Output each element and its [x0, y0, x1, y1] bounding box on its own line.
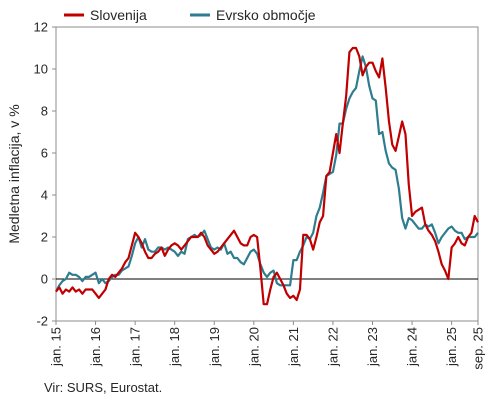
y-tick-label: 12 [34, 20, 48, 35]
legend: Slovenija Evrsko območje [64, 7, 316, 23]
y-tick-label: 10 [34, 62, 48, 77]
y-tick-label: 4 [41, 188, 48, 203]
y-tick-label: 2 [41, 230, 48, 245]
series [55, 46, 479, 306]
x-tick-label: jan. 21 [286, 327, 301, 367]
x-tick-label: jan. 24 [405, 327, 420, 367]
x-tick-label: jan. 22 [325, 327, 340, 367]
series-line-slovenija [55, 46, 479, 306]
x-tick-label: jan. 25 [444, 327, 459, 367]
x-tick-label: jan. 15 [49, 327, 64, 367]
legend-label-evrsko-obmocje: Evrsko območje [216, 7, 316, 23]
source-note: Vir: SURS, Eurostat. [44, 380, 163, 395]
plot-area [55, 26, 479, 322]
x-tick-label: jan. 19 [207, 327, 222, 367]
x-tick-label: sep. 25 [471, 327, 486, 370]
y-tick-label: 0 [41, 272, 48, 287]
y-tick-label: 8 [41, 104, 48, 119]
x-axis: jan. 15 jan. 16 jan. 17 jan. 18 jan. 19 jan. … [49, 321, 486, 370]
x-tick-label: jan. 17 [128, 327, 143, 367]
y-tick-label: 6 [41, 146, 48, 161]
y-tick-label: -2 [36, 314, 48, 329]
legend-label-slovenija: Slovenija [90, 7, 147, 23]
x-tick-label: jan. 20 [246, 327, 261, 367]
y-axis-title: Medletna inflacija, v % [6, 104, 22, 243]
x-tick-label: jan. 18 [167, 327, 182, 367]
x-tick-label: jan. 16 [88, 327, 103, 367]
series-line-evrsko-obmocje [55, 55, 479, 293]
x-tick-label: jan. 23 [365, 327, 380, 367]
y-axis: -2 0 2 4 6 8 10 12 [34, 20, 56, 329]
